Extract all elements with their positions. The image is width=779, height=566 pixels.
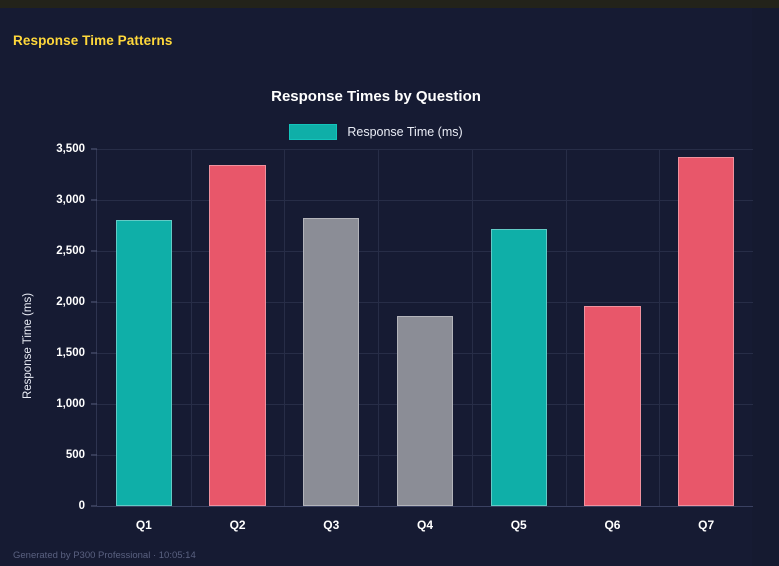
gridline-y-3500: 3,500 [56, 143, 753, 155]
y-tick-mark-0 [91, 505, 97, 507]
y-tick-mark-500 [91, 454, 97, 456]
vertical-gridline-3 [378, 149, 379, 506]
plot-wrapper: Response Time (ms) 0 500 1,000 1,500 2,000 2,… [0, 70, 753, 540]
gridline-y-3000: 3,000 [56, 194, 753, 206]
y-tick-label-3500: 3,500 [56, 143, 85, 155]
y-tick-label-2000: 2,000 [56, 296, 85, 308]
vertical-gridline-4 [472, 149, 473, 506]
x-tick-label-q2: Q2 [229, 518, 246, 532]
vertical-gridline-5 [566, 149, 567, 506]
x-tick-label-q3: Q3 [323, 518, 340, 532]
bar-q3[interactable] [303, 218, 360, 506]
x-tick-label-q5: Q5 [510, 518, 527, 532]
bar-slot-q7: Q7 [659, 149, 753, 532]
x-tick-label-q7: Q7 [698, 518, 715, 532]
x-tick-label-q1: Q1 [135, 518, 152, 532]
app-root: Response Time Patterns Response Times by… [0, 8, 779, 566]
bar-slot-q2: Q2 [191, 149, 285, 532]
bar-group: Q1 Q2 Q3 Q4 Q5 Q6 Q7 [97, 149, 753, 532]
y-axis-title: Response Time (ms) [22, 292, 34, 400]
chart-legend: Response Time (ms) [0, 124, 752, 140]
y-tick-label-1000: 1,000 [56, 398, 85, 410]
bar-q4[interactable] [396, 316, 454, 506]
bar-q2[interactable] [209, 165, 266, 506]
y-tick-label-3000: 3,000 [56, 194, 85, 206]
gridline-y-2000: 2,000 [56, 296, 753, 308]
y-tick-mark-3500 [91, 148, 97, 150]
window-top-strip [0, 0, 779, 8]
plot-area: 0 500 1,000 1,500 2,000 2,500 3,000 3,500 Q1 Q2 Q… [56, 143, 753, 532]
vertical-gridline-2 [284, 149, 285, 506]
chart-title: Response Times by Question [271, 88, 481, 105]
y-tick-mark-1000 [91, 403, 97, 405]
legend-label-response-time: Response Time (ms) [347, 125, 463, 139]
bar-slot-q6: Q6 [566, 149, 660, 532]
page-title: Response Time Patterns [13, 33, 173, 48]
y-tick-label-1500: 1,500 [56, 347, 85, 359]
chart-card: Response Times by Question Response Time… [0, 70, 753, 540]
y-tick-label-0: 0 [78, 500, 85, 512]
x-tick-label-q4: Q4 [417, 518, 434, 532]
gridline-y-2500: 2,500 [56, 245, 753, 257]
y-tick-mark-2500 [91, 250, 97, 252]
bar-slot-q3: Q3 [284, 149, 378, 532]
bar-q6[interactable] [584, 306, 641, 506]
vertical-gridline-1 [191, 149, 192, 506]
y-tick-label-2500: 2,500 [56, 245, 85, 257]
report-panel: Response Time Patterns Response Times by… [0, 8, 753, 566]
x-tick-label-q6: Q6 [604, 518, 621, 532]
bar-slot-q5: Q5 [472, 149, 566, 532]
y-tick-mark-3000 [91, 199, 97, 201]
bar-slot-q4: Q4 [378, 149, 472, 532]
gridline-y-0: 0 [79, 500, 753, 512]
bar-q5[interactable] [490, 228, 547, 506]
bar-q7[interactable] [678, 157, 735, 506]
bar-slot-q1: Q1 [97, 149, 191, 532]
legend-swatch-response-time [289, 124, 338, 140]
y-tick-label-500: 500 [65, 449, 85, 461]
footer-note: Generated by P300 Professional · 10:05:1… [13, 550, 196, 561]
y-tick-mark-2000 [91, 301, 97, 303]
bar-q1[interactable] [115, 220, 172, 506]
vertical-gridline-6 [659, 149, 660, 506]
y-tick-mark-1500 [91, 352, 97, 354]
